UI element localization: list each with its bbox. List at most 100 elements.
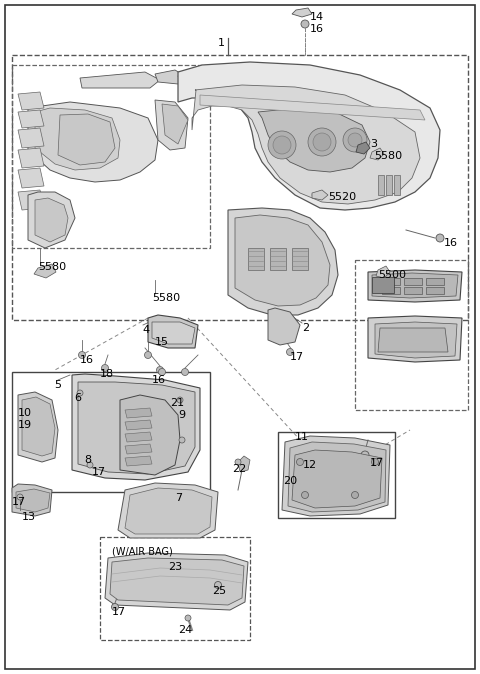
Text: 17: 17 [112, 607, 126, 617]
Circle shape [301, 491, 309, 499]
Bar [12, 55, 468, 320]
Polygon shape [368, 316, 462, 362]
Text: 21: 21 [170, 398, 184, 408]
Text: 5580: 5580 [374, 151, 402, 161]
Polygon shape [292, 248, 308, 270]
Text: 10: 10 [18, 408, 32, 418]
Text: 1: 1 [218, 38, 225, 48]
Text: 17: 17 [290, 352, 304, 362]
Circle shape [351, 491, 359, 499]
Text: 16: 16 [444, 238, 458, 248]
Polygon shape [80, 72, 160, 88]
Circle shape [177, 397, 183, 403]
Polygon shape [22, 397, 55, 456]
Polygon shape [382, 278, 400, 285]
Polygon shape [35, 198, 68, 242]
Text: 5520: 5520 [328, 192, 356, 202]
Text: 17: 17 [370, 458, 384, 468]
Text: 19: 19 [18, 420, 32, 430]
Polygon shape [18, 92, 44, 110]
Text: 7: 7 [175, 493, 182, 503]
Text: 4: 4 [142, 325, 149, 335]
Text: 9: 9 [178, 410, 185, 420]
Polygon shape [18, 128, 44, 148]
Polygon shape [162, 104, 188, 144]
Circle shape [181, 369, 189, 375]
Polygon shape [125, 408, 152, 418]
Circle shape [268, 131, 296, 159]
Text: 16: 16 [152, 375, 166, 385]
Bar [278, 432, 395, 518]
Circle shape [179, 437, 185, 443]
Text: 13: 13 [22, 512, 36, 522]
Polygon shape [125, 420, 152, 430]
Polygon shape [235, 215, 330, 306]
Circle shape [301, 20, 309, 28]
Circle shape [215, 582, 221, 588]
Bar [100, 537, 250, 640]
Polygon shape [78, 382, 195, 474]
Polygon shape [105, 553, 248, 610]
Polygon shape [148, 315, 198, 348]
Text: 2: 2 [302, 323, 309, 333]
Polygon shape [35, 108, 120, 170]
Circle shape [436, 234, 444, 242]
Polygon shape [378, 175, 384, 195]
Circle shape [158, 369, 166, 375]
Circle shape [287, 348, 293, 355]
Circle shape [308, 128, 336, 156]
Polygon shape [238, 456, 250, 472]
Polygon shape [426, 287, 444, 294]
Polygon shape [382, 287, 400, 294]
Polygon shape [376, 266, 390, 278]
Bar [12, 65, 210, 248]
Text: 15: 15 [155, 337, 169, 347]
Circle shape [273, 136, 291, 154]
Circle shape [77, 390, 83, 396]
Text: 16: 16 [310, 24, 324, 34]
Polygon shape [18, 392, 58, 462]
Text: 5580: 5580 [152, 293, 180, 303]
Polygon shape [292, 8, 312, 17]
Polygon shape [268, 308, 300, 345]
Text: 17: 17 [12, 497, 26, 507]
Polygon shape [125, 488, 212, 534]
Polygon shape [378, 328, 448, 352]
Polygon shape [372, 277, 394, 293]
Polygon shape [178, 72, 200, 84]
Polygon shape [18, 168, 44, 188]
Polygon shape [228, 208, 338, 315]
Polygon shape [404, 287, 422, 294]
Text: 5: 5 [54, 380, 61, 390]
Circle shape [79, 352, 85, 359]
Polygon shape [372, 273, 458, 298]
Text: 17: 17 [92, 467, 106, 477]
Polygon shape [152, 322, 195, 344]
Polygon shape [120, 395, 180, 475]
Polygon shape [18, 110, 44, 128]
Circle shape [343, 128, 367, 152]
Text: 5500: 5500 [378, 270, 406, 280]
Text: 18: 18 [100, 369, 114, 379]
Text: 25: 25 [212, 586, 226, 596]
Polygon shape [386, 175, 392, 195]
Text: 8: 8 [84, 455, 91, 465]
Circle shape [361, 451, 369, 459]
Polygon shape [370, 148, 384, 160]
Polygon shape [368, 270, 462, 302]
Circle shape [185, 615, 191, 621]
Polygon shape [18, 190, 44, 210]
Polygon shape [292, 450, 382, 508]
Polygon shape [282, 436, 390, 516]
Polygon shape [394, 175, 400, 195]
Polygon shape [110, 558, 244, 605]
Polygon shape [155, 70, 185, 84]
Text: 14: 14 [310, 12, 324, 22]
Circle shape [313, 133, 331, 151]
Polygon shape [200, 95, 425, 120]
Circle shape [87, 462, 93, 468]
Polygon shape [72, 374, 200, 480]
Bar [12, 372, 210, 492]
Text: 6: 6 [74, 393, 81, 403]
Polygon shape [312, 190, 328, 200]
